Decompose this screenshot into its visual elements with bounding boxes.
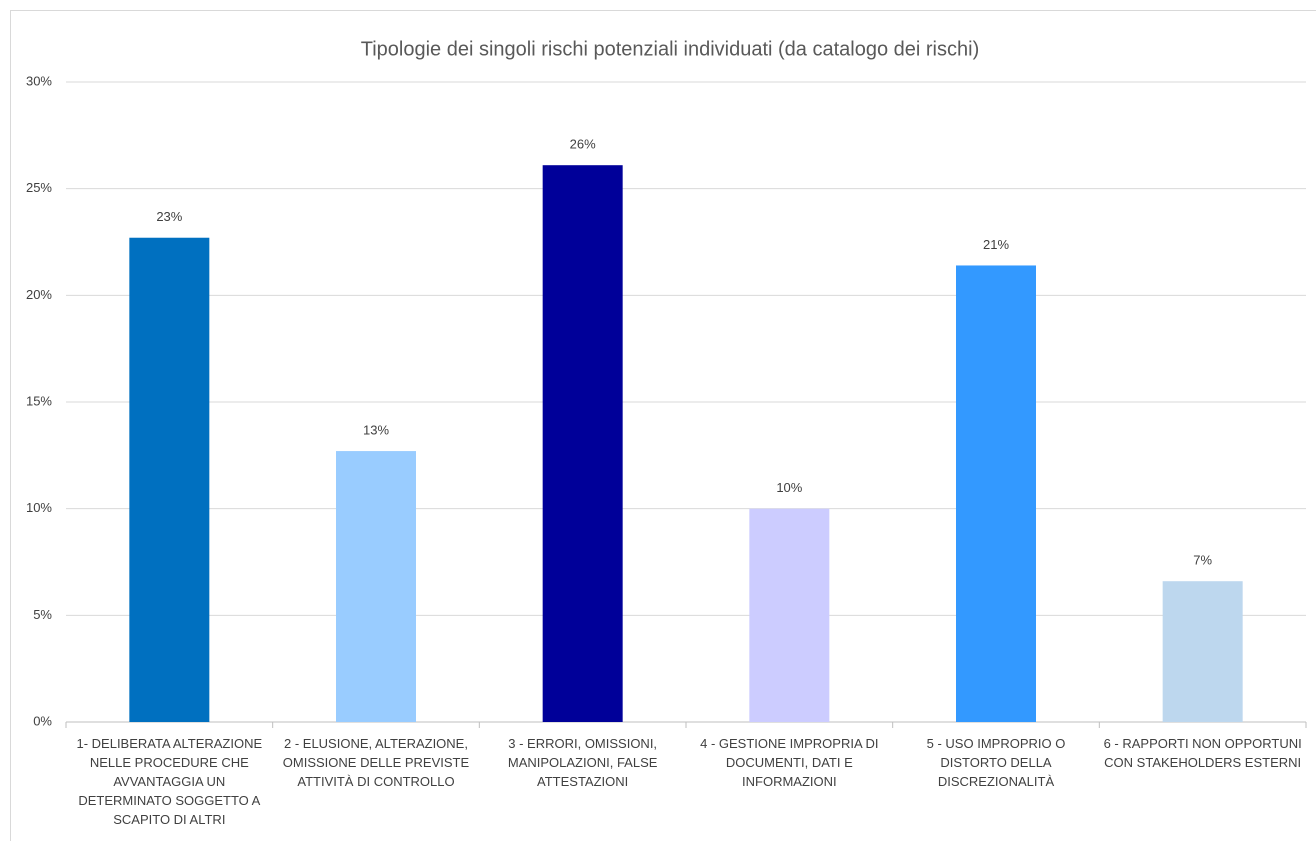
y-tick-label: 0% (33, 713, 52, 728)
x-tick-label-box: 1- DELIBERATA ALTERAZIONE NELLE PROCEDUR… (76, 736, 263, 827)
data-label: 23% (156, 209, 182, 224)
y-tick-label: 25% (26, 180, 52, 195)
bar (956, 265, 1036, 722)
chart-border (10, 10, 1316, 841)
y-tick-label: 10% (26, 500, 52, 515)
data-label: 13% (363, 423, 389, 438)
x-tick-label: 5 - USO IMPROPRIO O DISTORTO DELLA DISCR… (926, 736, 1066, 789)
x-tick-label-box: 2 - ELUSIONE, ALTERAZIONE, OMISSIONE DEL… (282, 736, 470, 789)
bar (749, 508, 830, 722)
x-tick-label-box: 5 - USO IMPROPRIO O DISTORTO DELLA DISCR… (926, 736, 1066, 789)
chart-title: Tipologie dei singoli rischi potenziali … (361, 38, 979, 60)
bar (129, 237, 210, 722)
x-tick-label: 6 - RAPPORTI NON OPPORTUNI CON STAKEHOLD… (1103, 736, 1302, 770)
x-tick-label-box: 4 - GESTIONE IMPROPRIA DI DOCUMENTI, DAT… (700, 736, 879, 789)
x-tick-label-box: 6 - RAPPORTI NON OPPORTUNI CON STAKEHOLD… (1103, 736, 1302, 770)
bar (542, 165, 623, 722)
y-tick-label: 5% (33, 607, 52, 622)
data-label: 21% (983, 237, 1009, 252)
y-tick-label: 15% (26, 393, 52, 408)
y-tick-label: 30% (26, 73, 52, 88)
y-tick-label: 20% (26, 287, 52, 302)
bar (336, 451, 416, 722)
x-tick-label: 2 - ELUSIONE, ALTERAZIONE, OMISSIONE DEL… (282, 736, 470, 789)
data-label: 10% (776, 480, 802, 495)
x-tick-label-box: 3 - ERRORI, OMISSIONI, MANIPOLAZIONI, FA… (507, 736, 658, 789)
x-tick-label: 3 - ERRORI, OMISSIONI, MANIPOLAZIONI, FA… (507, 736, 658, 789)
data-label: 26% (570, 137, 596, 152)
x-tick-label: 1- DELIBERATA ALTERAZIONE NELLE PROCEDUR… (76, 736, 263, 827)
x-tick-label: 4 - GESTIONE IMPROPRIA DI DOCUMENTI, DAT… (700, 736, 879, 789)
bar (1162, 581, 1243, 722)
data-label: 7% (1193, 553, 1212, 568)
